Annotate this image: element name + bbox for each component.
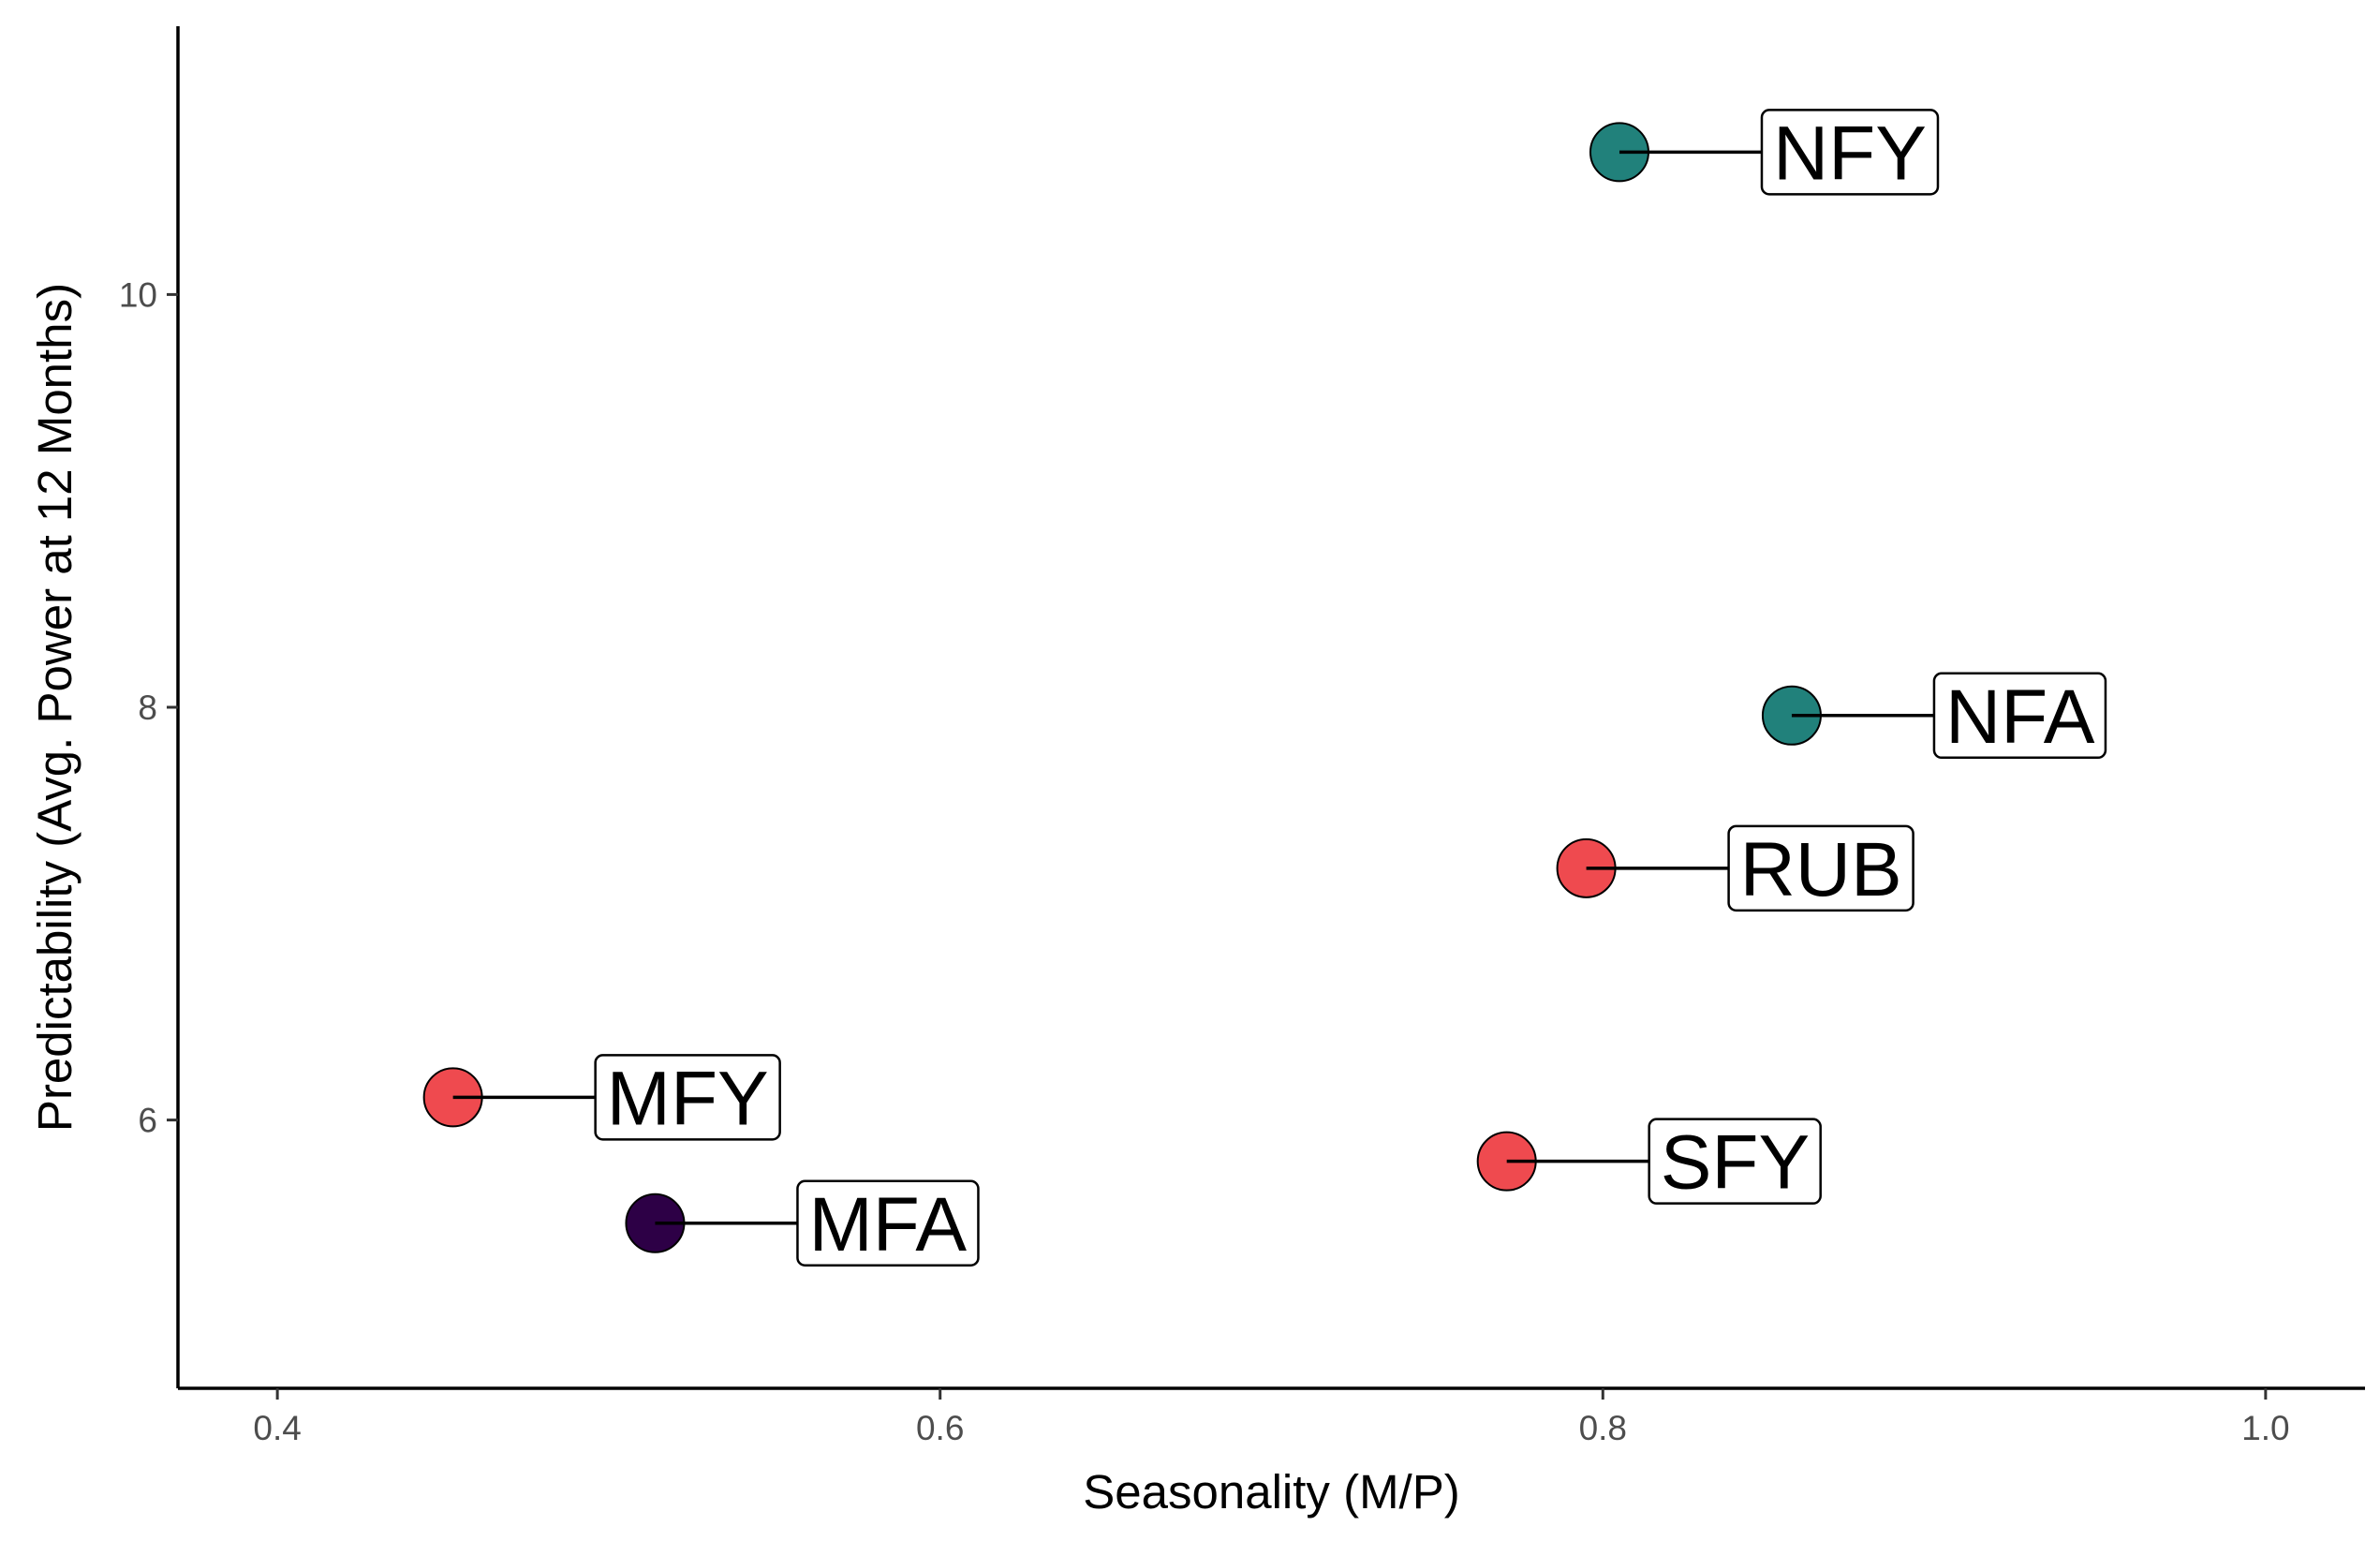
point-label: MFY [607, 1056, 769, 1141]
y-tick-label: 10 [119, 275, 157, 314]
y-tick-label: 6 [138, 1102, 157, 1140]
point-label: MFA [808, 1182, 967, 1267]
x-axis-ticks: 0.4 0.6 0.8 1.0 [253, 1388, 2290, 1447]
point-label-box [1760, 109, 1940, 196]
point-label: NFA [1945, 674, 2095, 760]
y-tick-label: 8 [138, 689, 157, 727]
point-label-box [796, 1179, 980, 1267]
point-label: NFY [1773, 111, 1927, 196]
point-label: SFY [1661, 1120, 1810, 1206]
point-label-box [1932, 672, 2107, 760]
x-axis-title: Seasonality (M/P) [1083, 1465, 1459, 1519]
data-points: NFY NFA RUB MFY SFY MFA [422, 109, 2107, 1267]
x-tick-label: 1.0 [2241, 1409, 2289, 1447]
point-nfy: NFY [1589, 109, 1940, 196]
point-label-box [1648, 1118, 1822, 1205]
x-tick-label: 0.4 [253, 1409, 301, 1447]
point-mfa: MFA [625, 1179, 980, 1267]
point-label: RUB [1740, 827, 1902, 912]
x-tick-label: 0.8 [1579, 1409, 1627, 1447]
point-rub: RUB [1556, 824, 1914, 912]
point-mfy: MFY [422, 1054, 781, 1141]
point-label-box [594, 1054, 781, 1141]
y-axis-ticks: 6 8 10 [119, 275, 178, 1140]
point-nfa: NFA [1761, 672, 2107, 760]
point-label-box [1727, 824, 1914, 912]
y-axis-title: Predictability (Avg. Power at 12 Months) [28, 283, 81, 1132]
x-tick-label: 0.6 [916, 1409, 964, 1447]
point-sfy: SFY [1476, 1118, 1822, 1206]
